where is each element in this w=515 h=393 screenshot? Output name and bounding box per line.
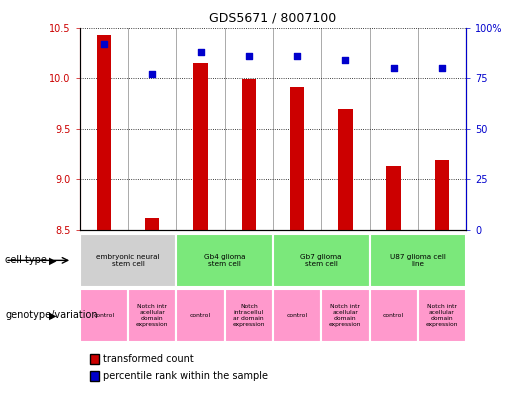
Point [389, 65, 398, 71]
Text: control: control [286, 313, 307, 318]
Text: ▶: ▶ [49, 255, 57, 265]
Text: embryonic neural
stem cell: embryonic neural stem cell [96, 253, 160, 267]
Point [438, 65, 446, 71]
Point [148, 71, 157, 77]
Point [196, 49, 204, 55]
Text: Gb7 glioma
stem cell: Gb7 glioma stem cell [300, 253, 342, 267]
Bar [176, 289, 225, 342]
Bar [128, 289, 176, 342]
Text: control: control [93, 313, 114, 318]
Text: Notch intr
acellular
domain
expression: Notch intr acellular domain expression [329, 304, 362, 327]
Text: percentile rank within the sample: percentile rank within the sample [103, 371, 268, 382]
Bar [80, 234, 176, 287]
Bar [145, 218, 160, 230]
Bar [418, 289, 466, 342]
Text: Notch
intracellul
ar domain
expression: Notch intracellul ar domain expression [233, 304, 265, 327]
Text: cell type: cell type [5, 255, 47, 265]
Text: U87 glioma cell
line: U87 glioma cell line [390, 253, 445, 267]
Bar [176, 234, 273, 287]
Bar [242, 79, 256, 230]
Text: genotype/variation: genotype/variation [5, 310, 98, 320]
Text: Notch intr
acellular
domain
expression: Notch intr acellular domain expression [426, 304, 458, 327]
Text: control: control [383, 313, 404, 318]
Bar [225, 289, 273, 342]
Bar [193, 63, 208, 230]
Bar [97, 35, 111, 230]
Point [341, 57, 350, 63]
Point [245, 53, 253, 59]
Bar [290, 87, 304, 230]
Text: control: control [190, 313, 211, 318]
Bar [386, 166, 401, 230]
Bar [273, 234, 369, 287]
Bar [338, 110, 353, 230]
Point [293, 53, 301, 59]
Text: Notch intr
acellular
domain
expression: Notch intr acellular domain expression [136, 304, 168, 327]
Bar [273, 289, 321, 342]
Title: GDS5671 / 8007100: GDS5671 / 8007100 [209, 12, 337, 25]
Bar [321, 289, 369, 342]
Text: Gb4 glioma
stem cell: Gb4 glioma stem cell [204, 253, 246, 267]
Bar [369, 234, 466, 287]
Bar [435, 160, 449, 230]
Point [100, 40, 108, 47]
Bar [80, 289, 128, 342]
Bar [369, 289, 418, 342]
Text: ▶: ▶ [49, 310, 57, 320]
Text: transformed count: transformed count [103, 354, 194, 364]
